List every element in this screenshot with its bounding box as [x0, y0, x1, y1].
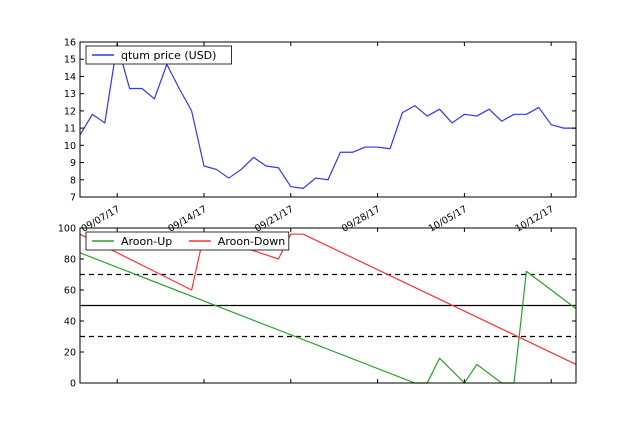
y-tick-label: 13: [64, 89, 76, 100]
y-tick-label: 20: [64, 348, 76, 359]
price-panel: 7 8 9 10 11 12 13 14 15 16 09/07/17 09/14/17 09/21/1…: [64, 38, 577, 235]
series-line-qtum-price-usd: [79, 43, 576, 189]
y-tick-label: 10: [64, 141, 76, 152]
y-tick-label: 0: [70, 379, 76, 390]
x-tick-label: 09/28/17: [340, 204, 382, 235]
legend-label: Aroon-Down: [218, 235, 285, 248]
y-tick-label: 15: [64, 55, 76, 66]
plot-frame: [79, 41, 577, 198]
legend-label: Aroon-Up: [121, 235, 172, 248]
y-tick-label: 60: [64, 286, 76, 297]
x-tick-label: 10/12/17: [514, 204, 556, 235]
y-tick-label: 16: [64, 38, 76, 49]
series-line-aroon-down: [79, 233, 577, 365]
legend-label: qtum price (USD): [121, 49, 216, 62]
plot-frame: [79, 227, 577, 384]
legend-box: [85, 45, 233, 65]
y-tick-label: 8: [70, 175, 76, 186]
legend: Aroon-Up Aroon-Down: [85, 231, 290, 251]
x-tick-label: 09/07/17: [80, 204, 122, 235]
x-tick-label: 09/14/17: [166, 204, 208, 235]
y-tick-label: 80: [64, 255, 76, 266]
y-tick-label: 14: [64, 72, 76, 83]
series-line-aroon-up: [79, 252, 577, 384]
x-tick-label: 10/05/17: [427, 204, 469, 235]
y-tick-label: 7: [70, 193, 76, 204]
y-tick-label: 11: [64, 124, 76, 135]
y-tick-label: 12: [64, 106, 76, 117]
legend-box: [85, 231, 290, 251]
y-tick-label: 40: [64, 317, 76, 328]
y-tick-label: 100: [58, 224, 76, 235]
x-tick-label: 09/21/17: [253, 204, 295, 235]
y-tick-label: 9: [70, 158, 76, 169]
aroon-panel: 0 20 40 60 80 100 Aroon-Up Aroon-Down: [58, 224, 577, 390]
legend: qtum price (USD): [85, 45, 233, 65]
